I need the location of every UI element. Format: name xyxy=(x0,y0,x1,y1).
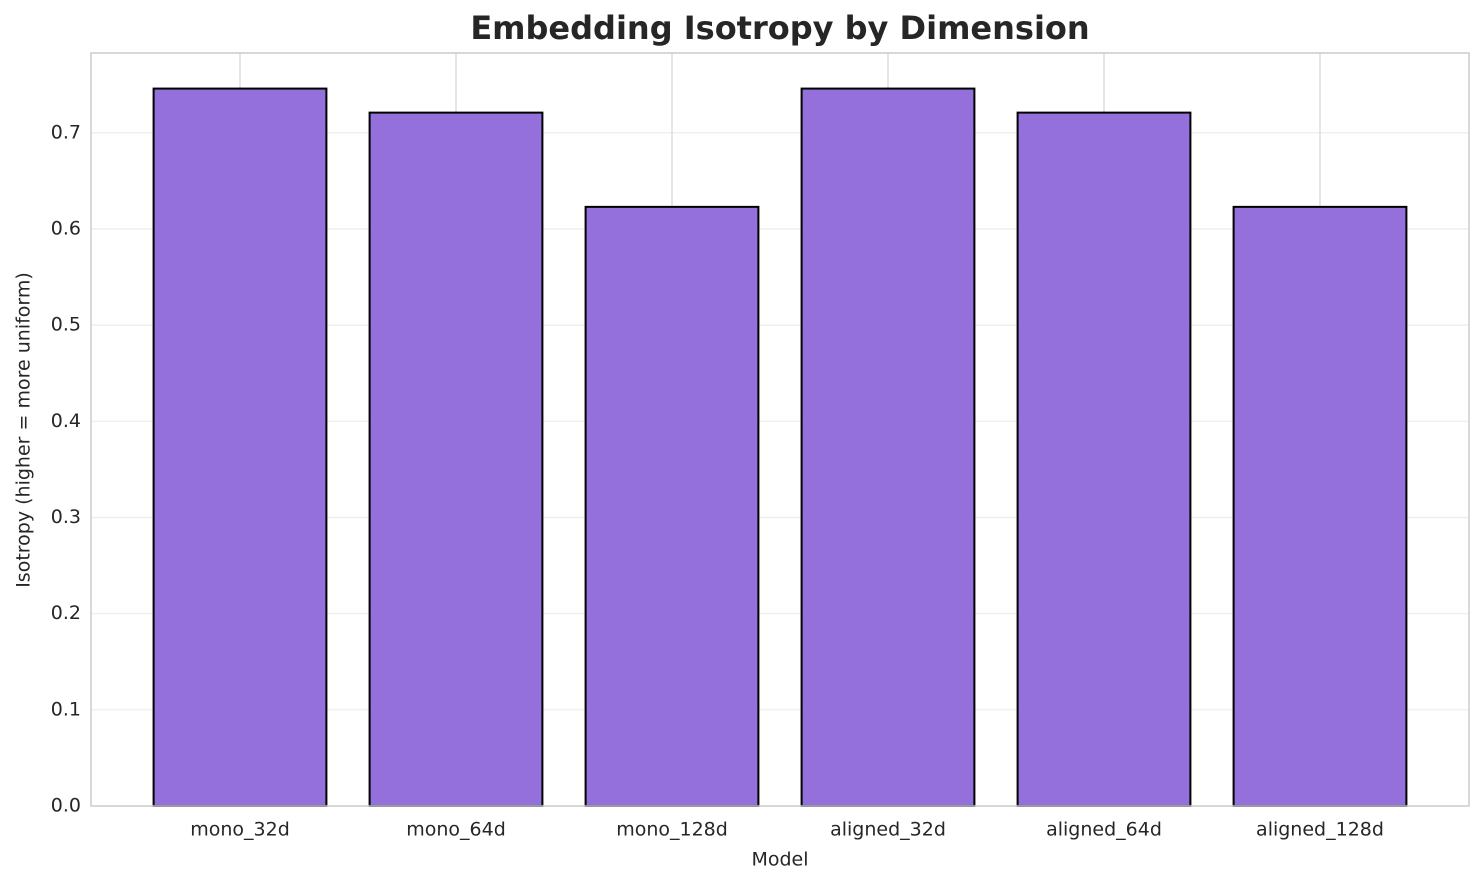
x-tick-label: mono_32d xyxy=(190,819,290,841)
bar xyxy=(368,111,544,808)
bar xyxy=(584,205,760,807)
y-tick-label: 0.0 xyxy=(51,795,81,817)
x-tick-label: aligned_64d xyxy=(1046,819,1162,841)
y-tick-label: 0.6 xyxy=(51,217,81,239)
chart-title: Embedding Isotropy by Dimension xyxy=(470,9,1089,47)
plot-frame xyxy=(90,52,1470,807)
y-tick-label: 0.5 xyxy=(51,314,81,336)
x-tick-label: aligned_32d xyxy=(830,819,946,841)
x-tick-label: mono_128d xyxy=(616,819,728,841)
bar xyxy=(800,87,976,807)
bar xyxy=(1016,111,1192,808)
y-axis-label: Isotropy (higher = more uniform) xyxy=(13,272,35,588)
bar xyxy=(152,87,328,807)
x-tick-label: mono_64d xyxy=(406,819,506,841)
y-tick-label: 0.2 xyxy=(51,602,81,624)
y-tick-label: 0.4 xyxy=(51,410,81,432)
x-tick-label: aligned_128d xyxy=(1256,819,1384,841)
y-tick-label: 0.3 xyxy=(51,506,81,528)
x-axis-label: Model xyxy=(751,849,808,871)
bar xyxy=(1232,205,1408,807)
y-tick-label: 0.1 xyxy=(51,698,81,720)
y-tick-label: 0.7 xyxy=(51,121,81,143)
